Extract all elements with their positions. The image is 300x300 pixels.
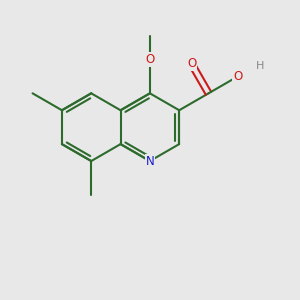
Text: H: H: [255, 61, 264, 71]
Text: O: O: [145, 53, 154, 66]
Text: O: O: [233, 70, 242, 83]
Text: O: O: [187, 58, 196, 70]
Text: N: N: [146, 154, 154, 167]
